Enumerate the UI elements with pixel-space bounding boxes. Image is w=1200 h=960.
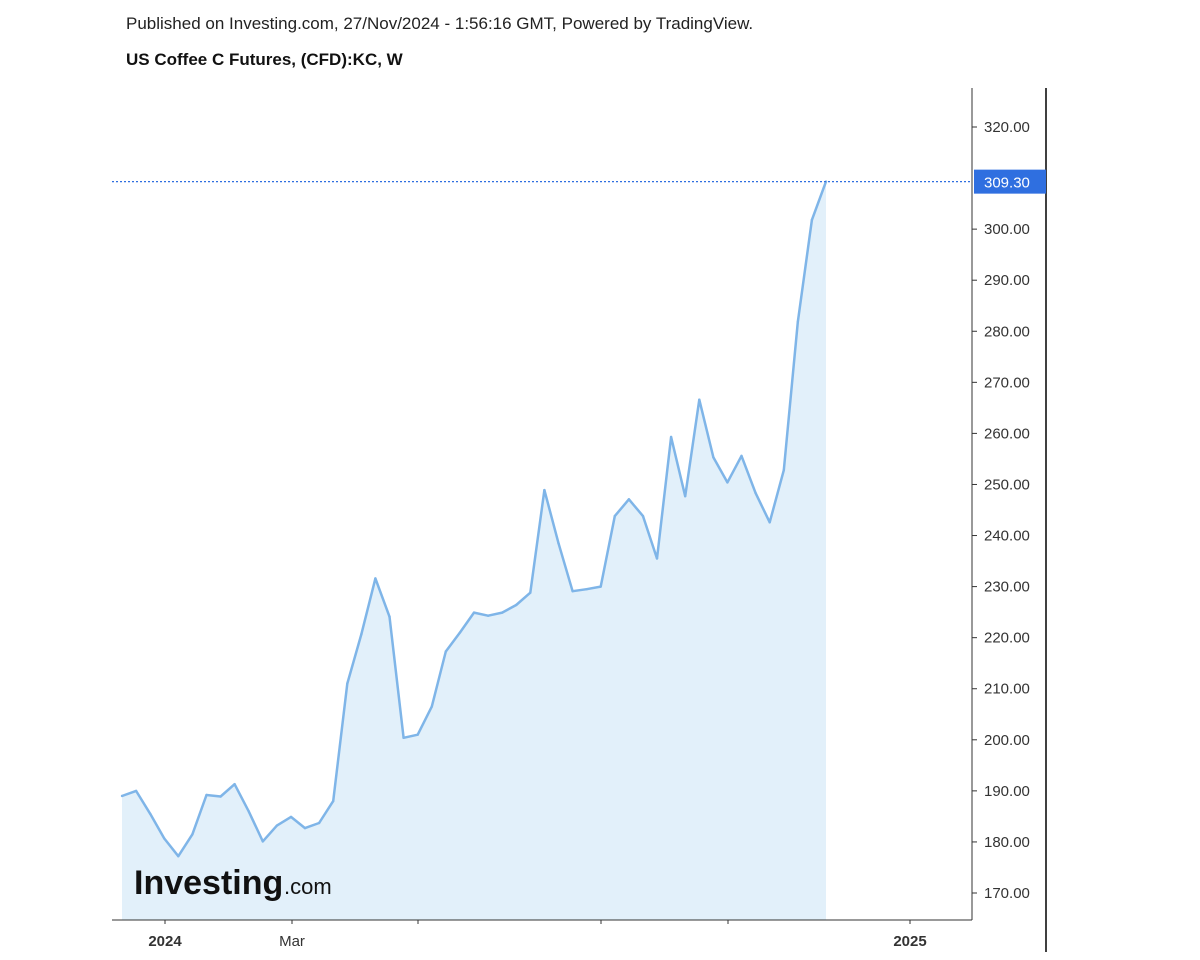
price-point xyxy=(515,603,518,607)
x-tick-label: 2024 xyxy=(148,933,182,950)
price-point xyxy=(402,736,405,739)
price-point xyxy=(275,824,279,827)
last-price-badge xyxy=(974,169,1046,194)
price-point xyxy=(416,733,419,736)
price-point xyxy=(247,810,250,813)
price-point xyxy=(374,577,377,580)
price-point xyxy=(740,454,743,458)
price-point xyxy=(712,456,715,459)
price-point xyxy=(388,615,391,618)
price-point xyxy=(289,815,293,819)
price-point xyxy=(529,591,532,594)
price-point xyxy=(317,821,321,825)
price-point xyxy=(261,840,264,843)
price-point xyxy=(501,611,504,614)
price-point xyxy=(444,650,447,653)
price-point xyxy=(782,469,785,472)
y-tick-label: 320.00 xyxy=(984,119,1030,136)
price-point xyxy=(698,398,701,401)
price-point xyxy=(557,542,560,545)
price-point xyxy=(599,585,602,588)
price-point xyxy=(430,705,433,708)
last-price-label: 309.30 xyxy=(984,175,1030,192)
price-point xyxy=(655,557,659,560)
logo-main-text: Investing xyxy=(134,864,283,902)
price-area-fill xyxy=(122,181,826,921)
y-tick-label: 230.00 xyxy=(984,579,1030,596)
price-point xyxy=(641,514,645,518)
price-point xyxy=(810,218,814,222)
price-point xyxy=(134,789,138,793)
x-tick-label: 2025 xyxy=(893,933,926,950)
chart-symbol-title: US Coffee C Futures, (CFD):KC, W xyxy=(126,50,403,69)
published-note: Published on Investing.com, 27/Nov/2024 … xyxy=(126,14,754,33)
y-tick-label: 290.00 xyxy=(984,272,1030,289)
price-point xyxy=(233,783,236,786)
logo-domain-text: .com xyxy=(284,874,332,899)
price-point xyxy=(613,514,616,518)
price-point xyxy=(149,812,152,815)
y-tick-label: 210.00 xyxy=(984,681,1030,698)
y-tick-label: 240.00 xyxy=(984,528,1030,545)
y-tick-label: 220.00 xyxy=(984,630,1030,647)
price-point xyxy=(726,481,729,484)
price-point xyxy=(177,855,180,858)
y-tick-label: 260.00 xyxy=(984,425,1030,442)
price-point xyxy=(163,837,166,840)
y-tick-label: 280.00 xyxy=(984,323,1030,340)
y-tick-label: 170.00 xyxy=(984,885,1030,902)
y-tick-label: 270.00 xyxy=(984,374,1030,391)
y-tick-label: 180.00 xyxy=(984,834,1030,851)
price-point xyxy=(796,320,799,324)
price-point xyxy=(543,488,546,492)
price-point xyxy=(768,521,771,524)
price-point xyxy=(754,491,757,495)
price-point xyxy=(303,826,307,830)
price-point xyxy=(486,614,490,617)
price-point xyxy=(120,794,124,798)
price-point xyxy=(346,682,349,685)
y-tick-label: 200.00 xyxy=(984,732,1030,749)
price-point xyxy=(571,590,574,593)
price-point xyxy=(684,495,687,498)
price-point xyxy=(585,588,588,591)
price-point xyxy=(669,435,673,439)
price-point xyxy=(191,833,194,836)
x-tick-label: Mar xyxy=(279,933,305,950)
y-tick-label: 250.00 xyxy=(984,476,1030,493)
price-point xyxy=(472,611,476,614)
price-point xyxy=(332,799,335,803)
price-point xyxy=(458,631,462,634)
price-point xyxy=(205,793,208,797)
price-point xyxy=(627,498,631,501)
investing-logo: Investing .com xyxy=(134,864,332,902)
price-point xyxy=(219,795,222,798)
price-point xyxy=(360,632,363,636)
y-tick-label: 300.00 xyxy=(984,221,1030,238)
y-tick-label: 190.00 xyxy=(984,783,1030,800)
